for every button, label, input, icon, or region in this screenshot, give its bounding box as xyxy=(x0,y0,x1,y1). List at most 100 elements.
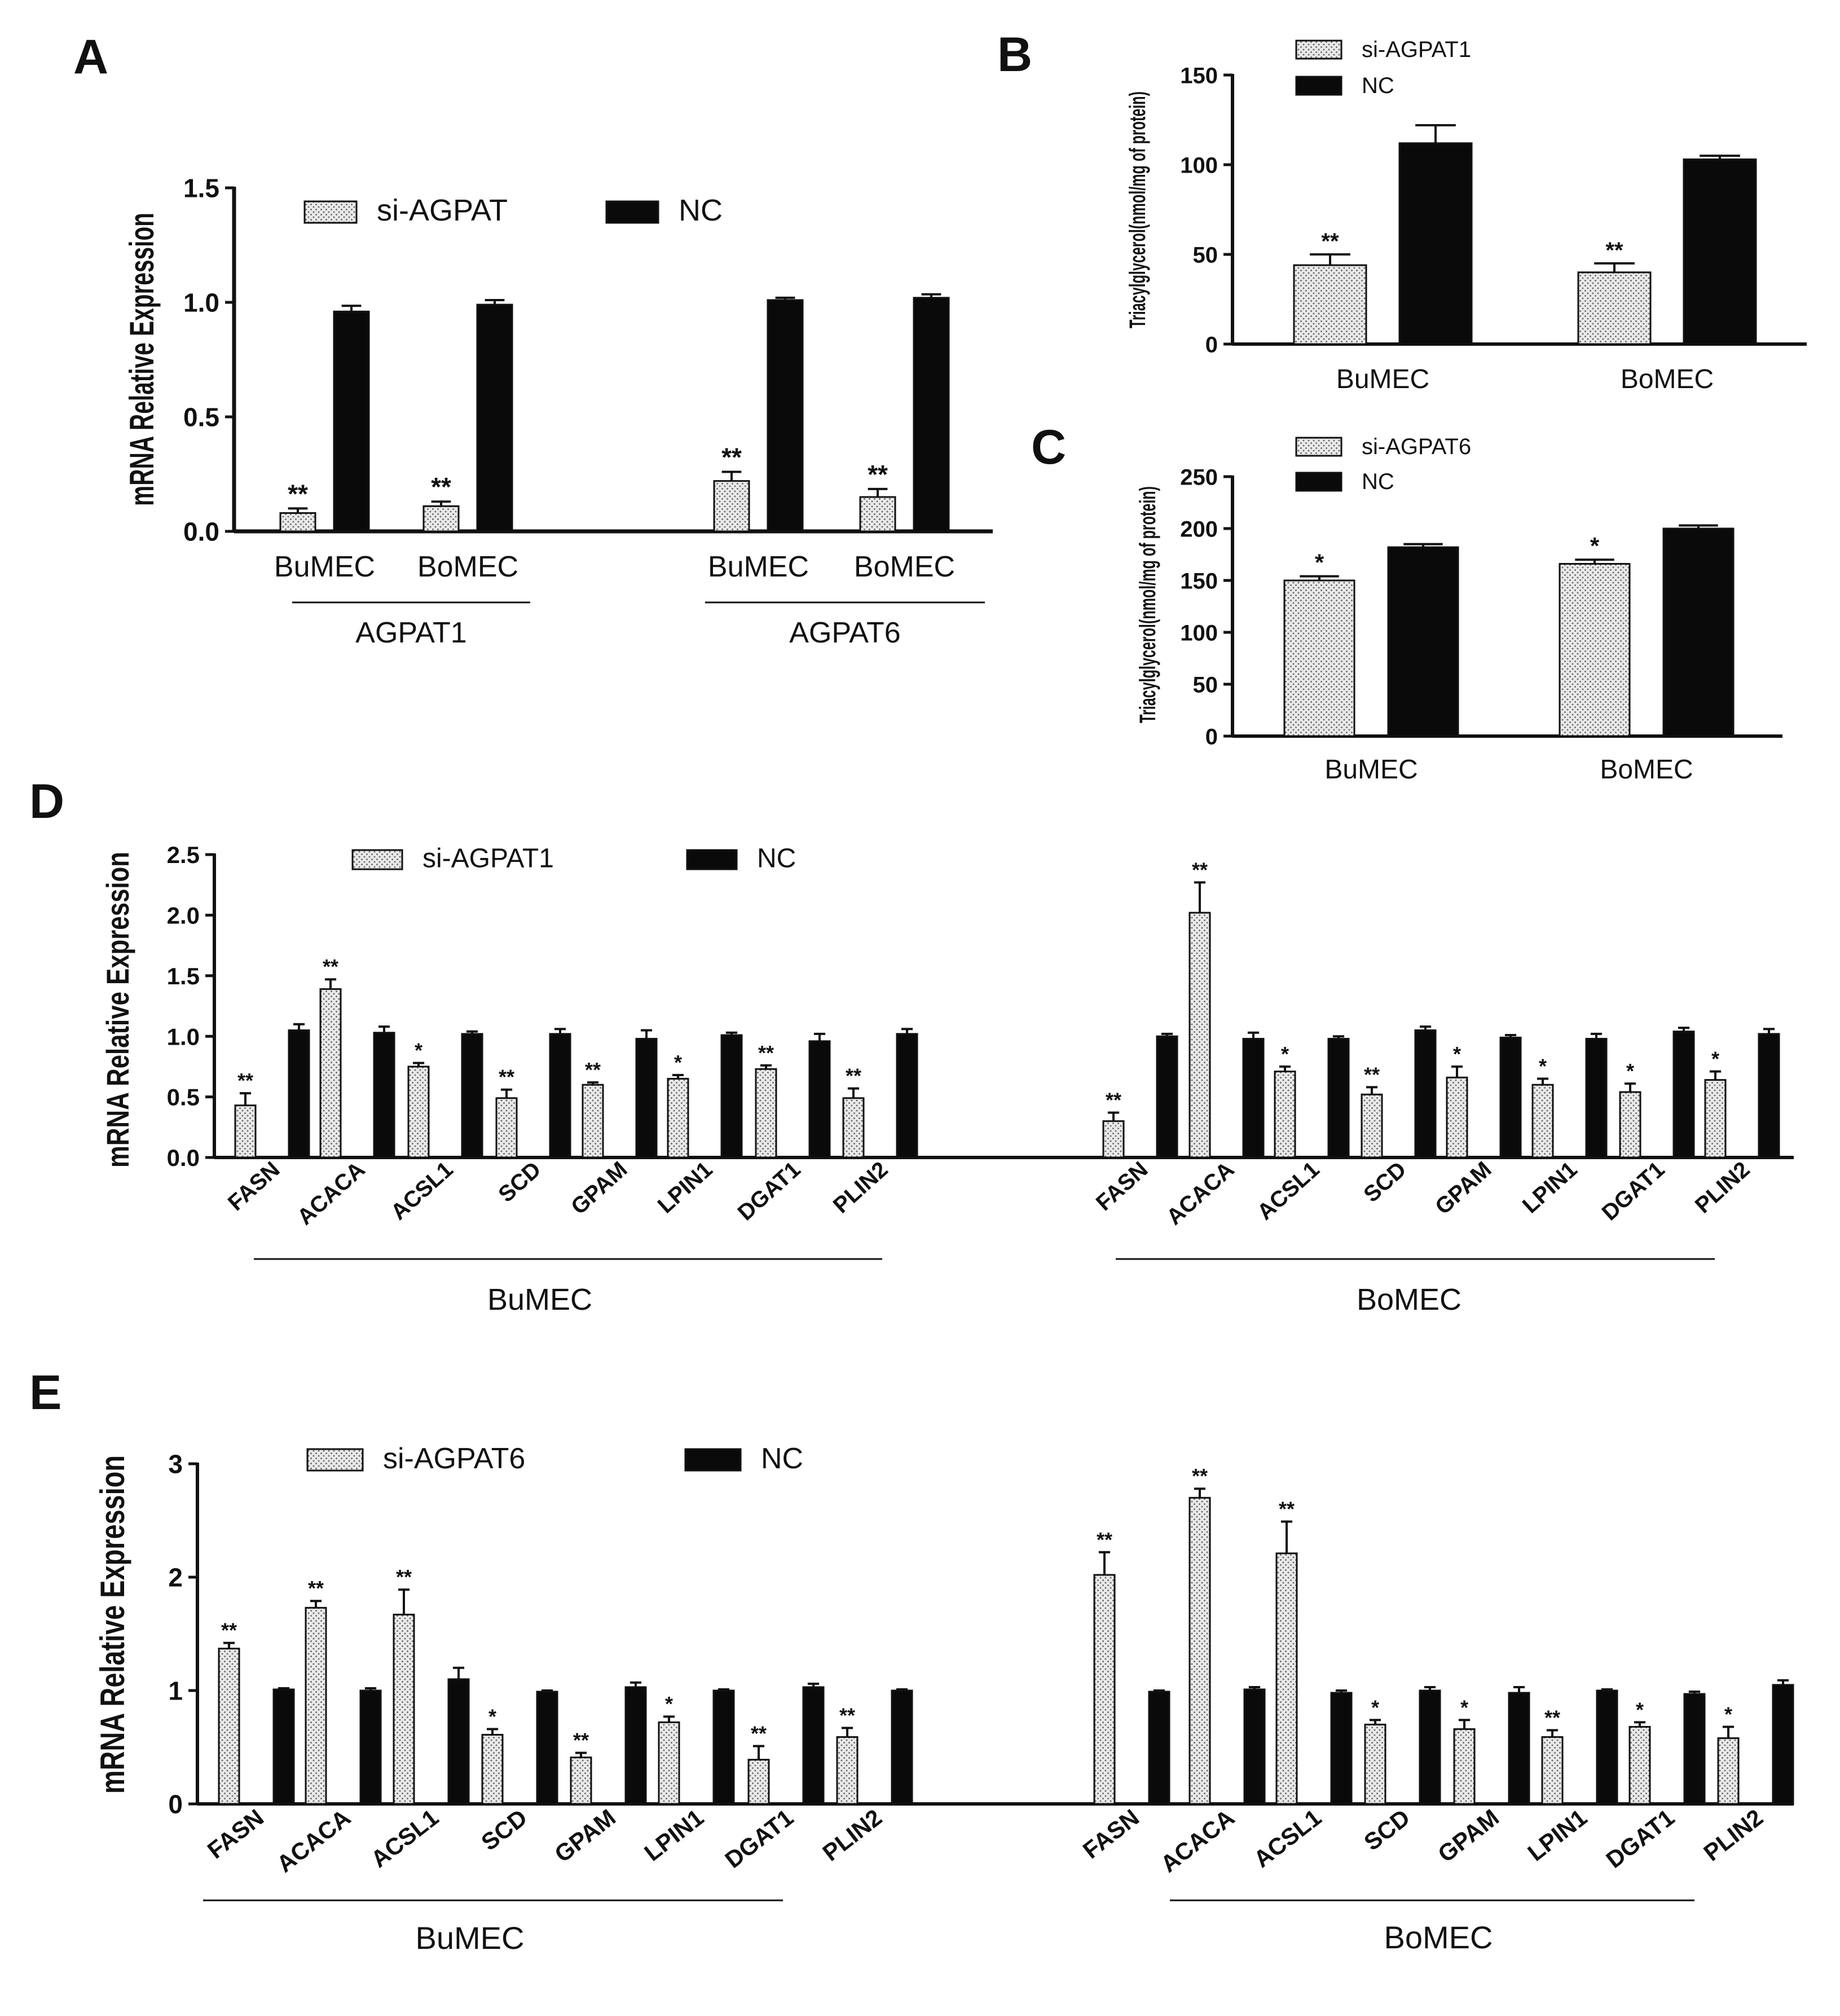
category-label: BuMEC xyxy=(1336,364,1429,394)
category-label: GPAM xyxy=(549,1804,620,1868)
bar-si-scd xyxy=(1361,1093,1383,1159)
category-label: GPAM xyxy=(566,1157,632,1220)
bar-si-bumec xyxy=(713,480,750,532)
significance-marker: * xyxy=(1590,532,1600,559)
category-label: ACACA xyxy=(293,1157,370,1230)
bar-si-bumec xyxy=(1293,264,1367,345)
category-label: BuMEC xyxy=(274,551,375,583)
category-label: ACSL1 xyxy=(1253,1157,1324,1225)
category-label: ACSL1 xyxy=(366,1804,443,1873)
bar-si-lpin1 xyxy=(658,1721,680,1805)
bar-nc-acaca xyxy=(359,1689,382,1805)
y-tick-label: 0.0 xyxy=(167,1145,200,1171)
category-label: DGAT1 xyxy=(1601,1804,1679,1873)
bar-si-bumec xyxy=(1283,579,1355,737)
significance-marker: ** xyxy=(1192,1464,1208,1487)
significance-marker: ** xyxy=(1279,1498,1295,1521)
bar-si-gpam xyxy=(1446,1076,1468,1159)
category-label: ACACA xyxy=(272,1804,355,1877)
category-label: LPIN1 xyxy=(1522,1804,1592,1866)
bar-nc-lpin1 xyxy=(720,1034,743,1159)
significance-marker: ** xyxy=(758,1041,774,1064)
category-label: FASN xyxy=(203,1804,268,1864)
significance-marker: * xyxy=(415,1038,422,1062)
panel-letter-a: A xyxy=(73,30,108,84)
bar-nc-dgat1 xyxy=(1672,1031,1695,1159)
significance-marker: ** xyxy=(431,472,451,501)
category-label: BuMEC xyxy=(1324,755,1418,785)
category-label: GPAM xyxy=(1430,1157,1496,1220)
bar-nc-acaca xyxy=(373,1032,395,1159)
bar-si-gpam xyxy=(1453,1728,1476,1805)
y-axis-label: mRNA Relative Expression xyxy=(100,852,135,1168)
y-tick-label: 0 xyxy=(1205,724,1218,749)
significance-marker: ** xyxy=(751,1722,767,1745)
bar-nc-fasn xyxy=(1156,1035,1178,1159)
y-tick-label: 2.0 xyxy=(167,903,200,929)
bar-nc-scd xyxy=(1414,1029,1437,1159)
bar-nc-acsl1 xyxy=(1327,1037,1350,1159)
bar-nc-acaca xyxy=(1242,1037,1265,1159)
bar-si-fasn xyxy=(1093,1574,1116,1805)
significance-marker: ** xyxy=(237,1069,253,1092)
significance-marker: * xyxy=(1711,1047,1719,1070)
legend-swatch-si xyxy=(303,200,358,224)
bar-si-acaca xyxy=(319,988,342,1159)
panel-b: 0 50 100 150 Triacylglycerol(nmol/mg of prot… xyxy=(1125,37,1807,394)
y-tick-label: 1.5 xyxy=(183,174,219,203)
significance-marker: ** xyxy=(1605,238,1623,263)
bar-si-plin2 xyxy=(1717,1737,1740,1805)
category-label: PLIN2 xyxy=(817,1804,887,1866)
bar-nc-acsl1 xyxy=(1330,1692,1353,1805)
category-label: ACACA xyxy=(1162,1157,1239,1230)
category-label: BoMEC xyxy=(1600,755,1693,785)
significance-marker: ** xyxy=(1106,1089,1121,1112)
bar-nc-gpam xyxy=(1508,1692,1530,1805)
legend-swatch-nc xyxy=(605,200,659,224)
legend-swatch-si xyxy=(351,849,403,870)
y-tick-label: 2 xyxy=(168,1563,183,1592)
panel-letter-e: E xyxy=(29,1366,61,1420)
y-tick-label: 0 xyxy=(168,1790,183,1819)
bar-nc-plin2 xyxy=(1772,1684,1794,1805)
bar-si-dgat1 xyxy=(1619,1091,1641,1159)
category-label: LPIN1 xyxy=(1518,1157,1582,1218)
category-label: BuMEC xyxy=(708,551,809,583)
bar-nc-fasn xyxy=(288,1029,310,1159)
bar-nc-lpin1 xyxy=(1596,1689,1618,1805)
panel-c: 0 50 100 150 200 250 Triacylglycerol(nmol/mg o… xyxy=(1135,434,1782,785)
bar-nc-scd xyxy=(549,1033,571,1159)
legend-swatch-si xyxy=(306,1448,364,1472)
significance-marker: * xyxy=(1453,1042,1461,1066)
category-label: BoMEC xyxy=(417,551,518,583)
y-axis-label: Triacylglycerol(nmol/mg of protein) xyxy=(1135,486,1160,723)
panel-letter-d: D xyxy=(29,774,64,829)
panel-letter-c: C xyxy=(1031,420,1066,474)
bar-nc-bumec xyxy=(1398,142,1473,345)
y-tick-label: 0.0 xyxy=(183,517,219,547)
category-label: DGAT1 xyxy=(733,1157,805,1225)
bar-si-acsl1 xyxy=(1275,1552,1298,1805)
category-label: BoMEC xyxy=(1621,364,1714,394)
bar-nc-acaca xyxy=(1243,1688,1266,1805)
bar-si-dgat1 xyxy=(1628,1726,1651,1805)
y-tick-label: 1.0 xyxy=(167,1023,200,1050)
group-label: AGPAT6 xyxy=(789,617,900,649)
bar-si-scd xyxy=(1364,1723,1386,1805)
bar-nc-plin2 xyxy=(1758,1033,1780,1159)
panel-e: 0 1 2 3 mRNA Relative Expression si-AGPAT6 NC *… xyxy=(94,1442,1794,1956)
bar-si-bomec xyxy=(422,505,460,532)
bar-si-lpin1 xyxy=(1541,1736,1564,1805)
significance-marker: * xyxy=(1315,549,1324,576)
y-tick-label: 3 xyxy=(168,1450,183,1479)
significance-marker: * xyxy=(1626,1059,1634,1082)
legend-label: NC xyxy=(679,193,723,227)
significance-marker: ** xyxy=(846,1064,861,1088)
bar-nc-gpam xyxy=(1499,1036,1522,1159)
bar-si-gpam xyxy=(582,1084,604,1159)
bar-si-acsl1 xyxy=(1274,1070,1296,1159)
y-tick-label: 0.5 xyxy=(183,403,219,432)
significance-marker: ** xyxy=(323,955,338,978)
significance-marker: * xyxy=(1724,1702,1732,1726)
